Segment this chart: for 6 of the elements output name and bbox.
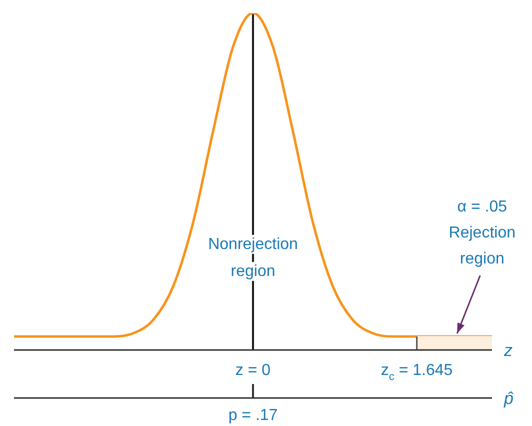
text: p̂ [503, 389, 514, 408]
x-axis-title: z [503, 341, 513, 360]
x-tick-label: z = 0 [235, 362, 271, 379]
text: p = .17 [228, 407, 278, 424]
annotation: α = .05 Rejection region [448, 198, 516, 268]
annotation: Nonrejection region [208, 236, 298, 280]
